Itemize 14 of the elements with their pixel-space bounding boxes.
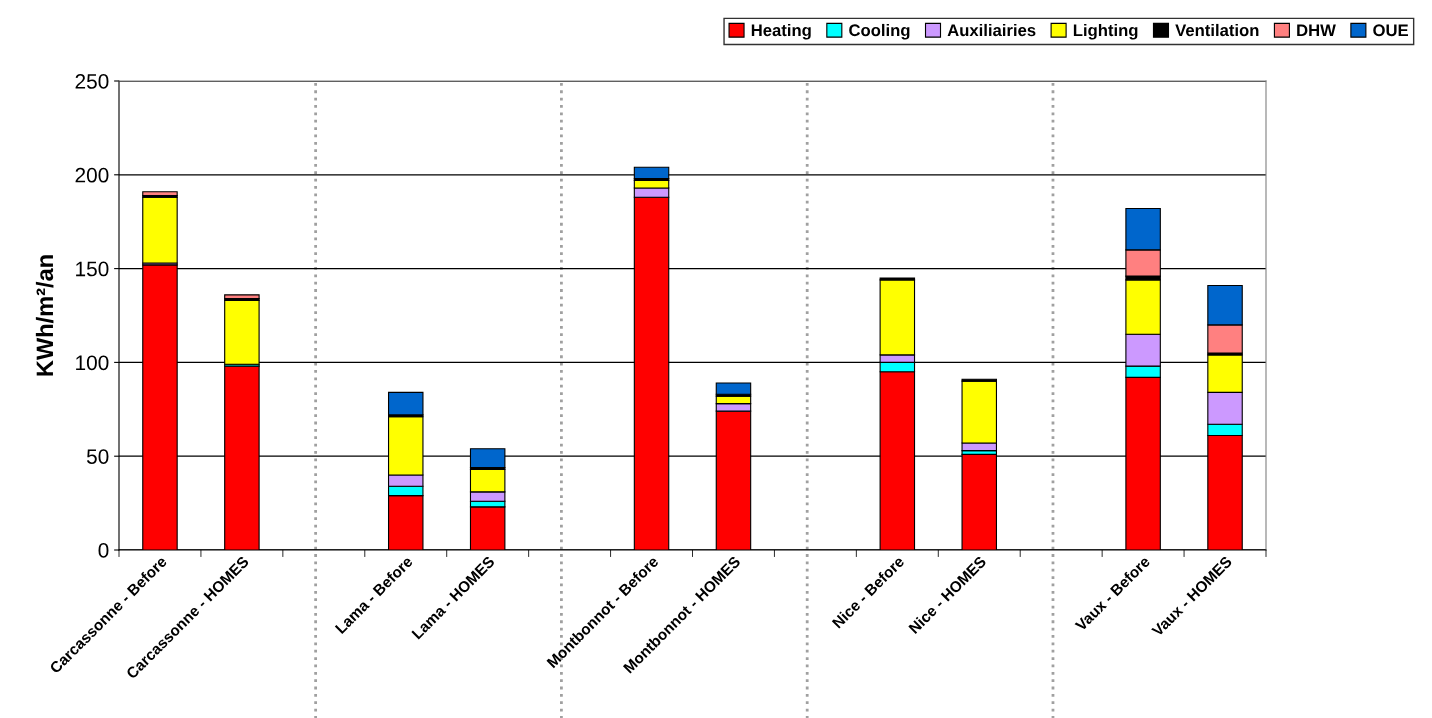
y-tick-label: 250 <box>75 74 109 89</box>
legend-label: Ventilation <box>1175 23 1259 37</box>
legend-label: Heating <box>751 23 811 40</box>
y-axis-title: KWh/m²/an <box>35 255 54 376</box>
y-tick-label: 50 <box>86 449 109 464</box>
legend-label: Lighting <box>1073 23 1138 40</box>
y-tick-label: 150 <box>76 261 109 277</box>
y-tick-label: 0 <box>98 543 109 558</box>
y-tick-label: 100 <box>76 355 109 371</box>
legend-label: DHW <box>1297 24 1336 36</box>
legend-label: Auxiliairies <box>947 23 1036 37</box>
legend-label: OUE <box>1373 24 1409 37</box>
legend-label: Cooling <box>849 23 910 40</box>
y-tick-label: 200 <box>75 167 109 183</box>
